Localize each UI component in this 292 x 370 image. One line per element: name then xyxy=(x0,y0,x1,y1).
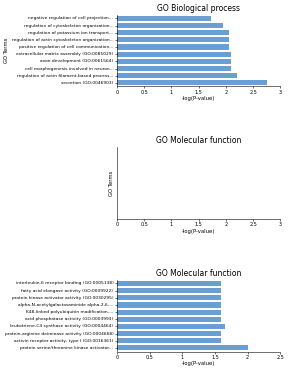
Title: GO Biological process: GO Biological process xyxy=(157,4,240,13)
X-axis label: -log(P-value): -log(P-value) xyxy=(182,96,215,101)
X-axis label: -log(P-value): -log(P-value) xyxy=(182,229,215,234)
Bar xyxy=(117,338,221,343)
Bar xyxy=(117,288,221,293)
X-axis label: -log(P-value): -log(P-value) xyxy=(182,361,215,366)
Bar xyxy=(117,44,229,50)
Bar xyxy=(117,80,267,85)
Bar xyxy=(117,37,229,43)
Bar xyxy=(117,324,225,329)
Bar xyxy=(117,310,221,314)
Bar xyxy=(117,281,221,286)
Bar xyxy=(117,30,229,35)
Title: GO Molecular function: GO Molecular function xyxy=(156,269,241,278)
Y-axis label: GO Terms: GO Terms xyxy=(109,171,114,196)
Title: GO Molecular function: GO Molecular function xyxy=(156,136,241,145)
Bar xyxy=(117,66,231,71)
Bar xyxy=(117,52,231,57)
Y-axis label: GO Terms: GO Terms xyxy=(4,38,9,63)
Bar xyxy=(117,345,248,350)
Bar xyxy=(117,16,211,21)
Bar xyxy=(117,73,237,78)
Bar xyxy=(117,331,221,336)
Bar xyxy=(117,23,223,28)
Bar xyxy=(117,317,221,322)
Bar xyxy=(117,59,231,64)
Bar xyxy=(117,295,221,300)
Bar xyxy=(117,302,221,307)
Y-axis label: GO Terms: GO Terms xyxy=(0,303,2,328)
